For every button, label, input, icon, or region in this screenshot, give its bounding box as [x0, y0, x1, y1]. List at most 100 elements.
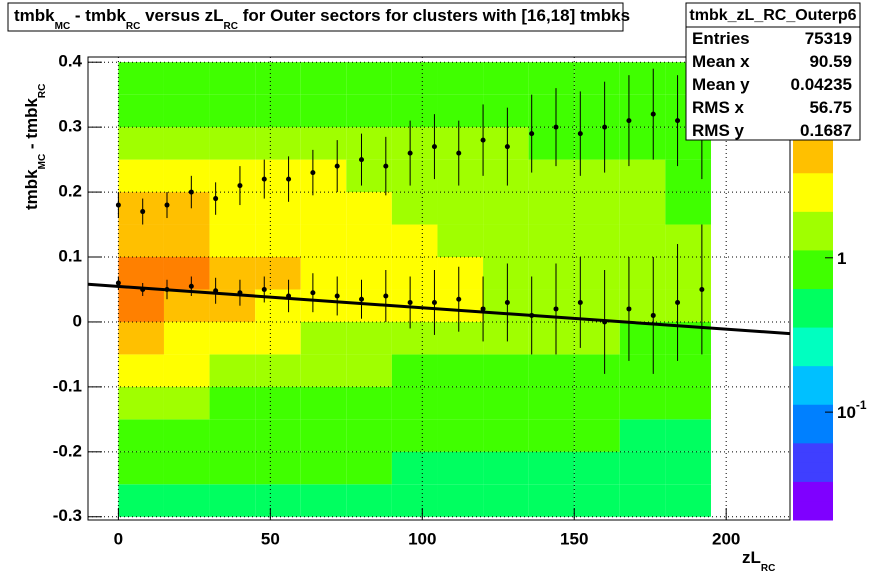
profile-point: [334, 163, 340, 169]
heat-cell: [255, 321, 301, 355]
heat-cell: [300, 321, 347, 355]
profile-point: [456, 296, 462, 302]
heat-cell: [391, 321, 438, 355]
profile-point: [529, 312, 535, 318]
palette-swatch: [793, 288, 833, 299]
profile-point: [626, 306, 632, 312]
profile-point: [480, 137, 486, 143]
heat-cell: [437, 62, 484, 95]
profile-point: [504, 299, 510, 305]
heat-cell: [209, 224, 256, 258]
y-tick-label: 0.2: [58, 182, 82, 201]
profile-point: [383, 163, 389, 169]
profile-point: [140, 286, 146, 292]
heat-cell: [209, 127, 256, 160]
heat-cell: [118, 354, 164, 387]
profile-point: [650, 312, 656, 318]
heat-cell: [528, 257, 575, 290]
heat-cell: [255, 192, 301, 225]
heat-cell: [346, 94, 392, 128]
heat-cell: [346, 321, 392, 355]
heat-cell: [665, 159, 711, 193]
palette-swatch: [793, 442, 833, 453]
heat-cell: [437, 386, 484, 420]
palette-swatch: [793, 413, 833, 425]
profile-point: [602, 319, 608, 325]
label-part: tmbk: [14, 6, 55, 25]
heat-cell: [163, 386, 210, 420]
profile-point: [237, 183, 243, 189]
heat-cell: [619, 192, 666, 225]
heat-cell: [574, 354, 620, 387]
heat-cell: [118, 386, 164, 420]
heat-cell: [437, 224, 484, 258]
profile-point: [261, 176, 267, 182]
heat-cell: [528, 62, 575, 95]
heat-cell: [255, 354, 301, 387]
heat-cell: [255, 224, 301, 258]
heat-cell: [118, 257, 164, 290]
palette-swatch: [793, 317, 833, 328]
heat-cell: [209, 354, 256, 387]
heat-cell: [391, 192, 438, 225]
palette-swatch: [793, 153, 833, 164]
heat-cell: [209, 386, 256, 420]
stats-value: 0.04235: [791, 75, 852, 94]
heat-cell: [300, 127, 347, 160]
heat-cell: [528, 94, 575, 128]
heat-cell: [528, 451, 575, 485]
profile-point: [577, 131, 583, 137]
heat-cell: [619, 419, 666, 452]
profile-point: [431, 144, 437, 150]
heat-cell: [483, 257, 529, 290]
heat-cell: [391, 224, 438, 258]
palette-swatch: [793, 240, 833, 251]
heat-cell: [255, 289, 301, 322]
heat-cell: [574, 289, 620, 322]
y-axis-label: tmbkMC - tmbkRC: [22, 84, 48, 210]
subscript: MC: [55, 21, 71, 32]
heat-cell: [391, 94, 438, 128]
x-tick-label: 50: [261, 529, 280, 548]
heat-cell: [300, 484, 347, 517]
title-box: [7, 2, 624, 32]
heat-cell: [665, 386, 711, 420]
heat-cell: [346, 257, 392, 290]
palette-swatch: [793, 201, 833, 212]
stats-key: Mean y: [692, 75, 750, 94]
heat-cell: [483, 484, 529, 517]
palette-swatch: [793, 192, 833, 203]
label-part: zL: [742, 548, 761, 567]
palette-swatch: [793, 394, 833, 405]
palette-swatch: [793, 356, 833, 367]
heat-cell: [300, 94, 347, 128]
heat-cell: [346, 451, 392, 485]
x-tick-label: 200: [712, 529, 740, 548]
x-tick-label: 100: [408, 529, 436, 548]
heat-cell: [483, 224, 529, 258]
heat-cell: [209, 94, 256, 128]
heat-cell: [574, 419, 620, 452]
z-tick-exponent: -1: [856, 398, 867, 412]
stats-key: RMS x: [692, 98, 745, 117]
heat-cell: [619, 386, 666, 420]
heat-cell: [118, 159, 164, 193]
profile-point: [115, 202, 121, 208]
heat-cell: [665, 192, 711, 225]
heat-cell: [163, 159, 210, 193]
profile-point: [650, 111, 656, 117]
heat-cell: [619, 127, 666, 160]
stats-key: Entries: [692, 29, 750, 48]
subscript: RC: [224, 21, 238, 32]
heat-cell: [118, 192, 164, 225]
profile-point: [699, 286, 705, 292]
profile-point: [553, 124, 559, 130]
stats-key: RMS y: [692, 121, 745, 140]
heat-cell: [346, 192, 392, 225]
palette-swatch: [793, 462, 833, 473]
heat-cell: [163, 321, 210, 355]
fit-line: [87, 282, 791, 336]
heat-cell: [118, 94, 164, 128]
y-tick-label: 0.1: [58, 246, 82, 265]
heat-cell: [391, 419, 438, 452]
